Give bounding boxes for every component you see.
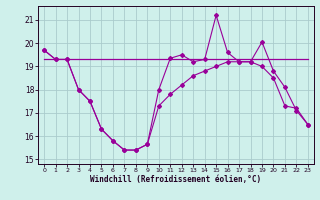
X-axis label: Windchill (Refroidissement éolien,°C): Windchill (Refroidissement éolien,°C) <box>91 175 261 184</box>
